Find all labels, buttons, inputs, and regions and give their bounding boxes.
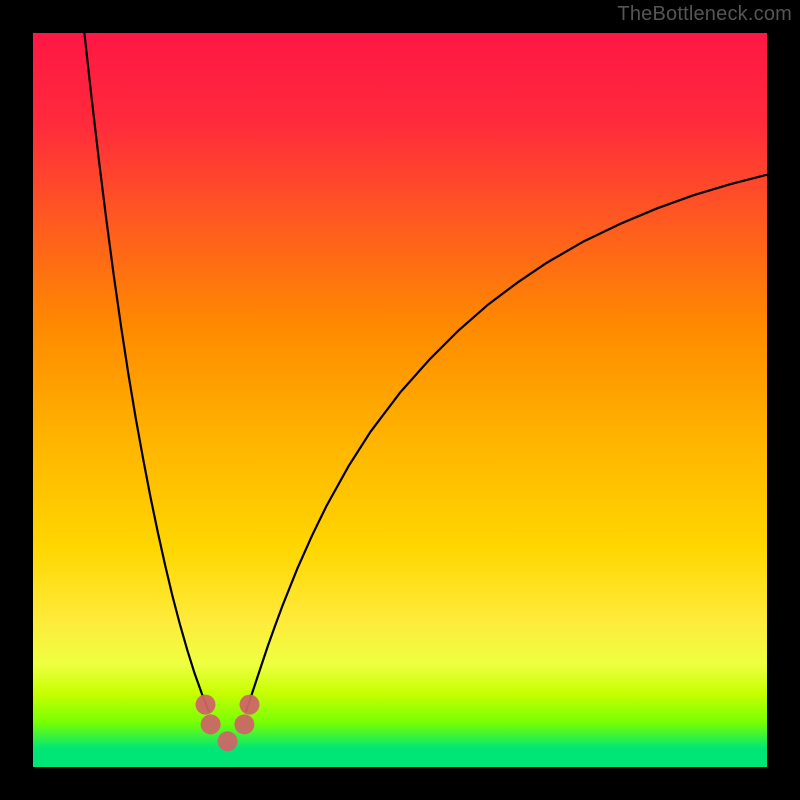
marker-point: [218, 731, 238, 751]
marker-point: [234, 714, 254, 734]
marker-point: [240, 695, 260, 715]
marker-point: [201, 714, 221, 734]
plot-gradient-background: [33, 33, 767, 767]
bottleneck-chart: [0, 0, 800, 800]
watermark-text: TheBottleneck.com: [617, 3, 792, 26]
marker-point: [195, 695, 215, 715]
chart-container: TheBottleneck.com: [0, 0, 800, 800]
